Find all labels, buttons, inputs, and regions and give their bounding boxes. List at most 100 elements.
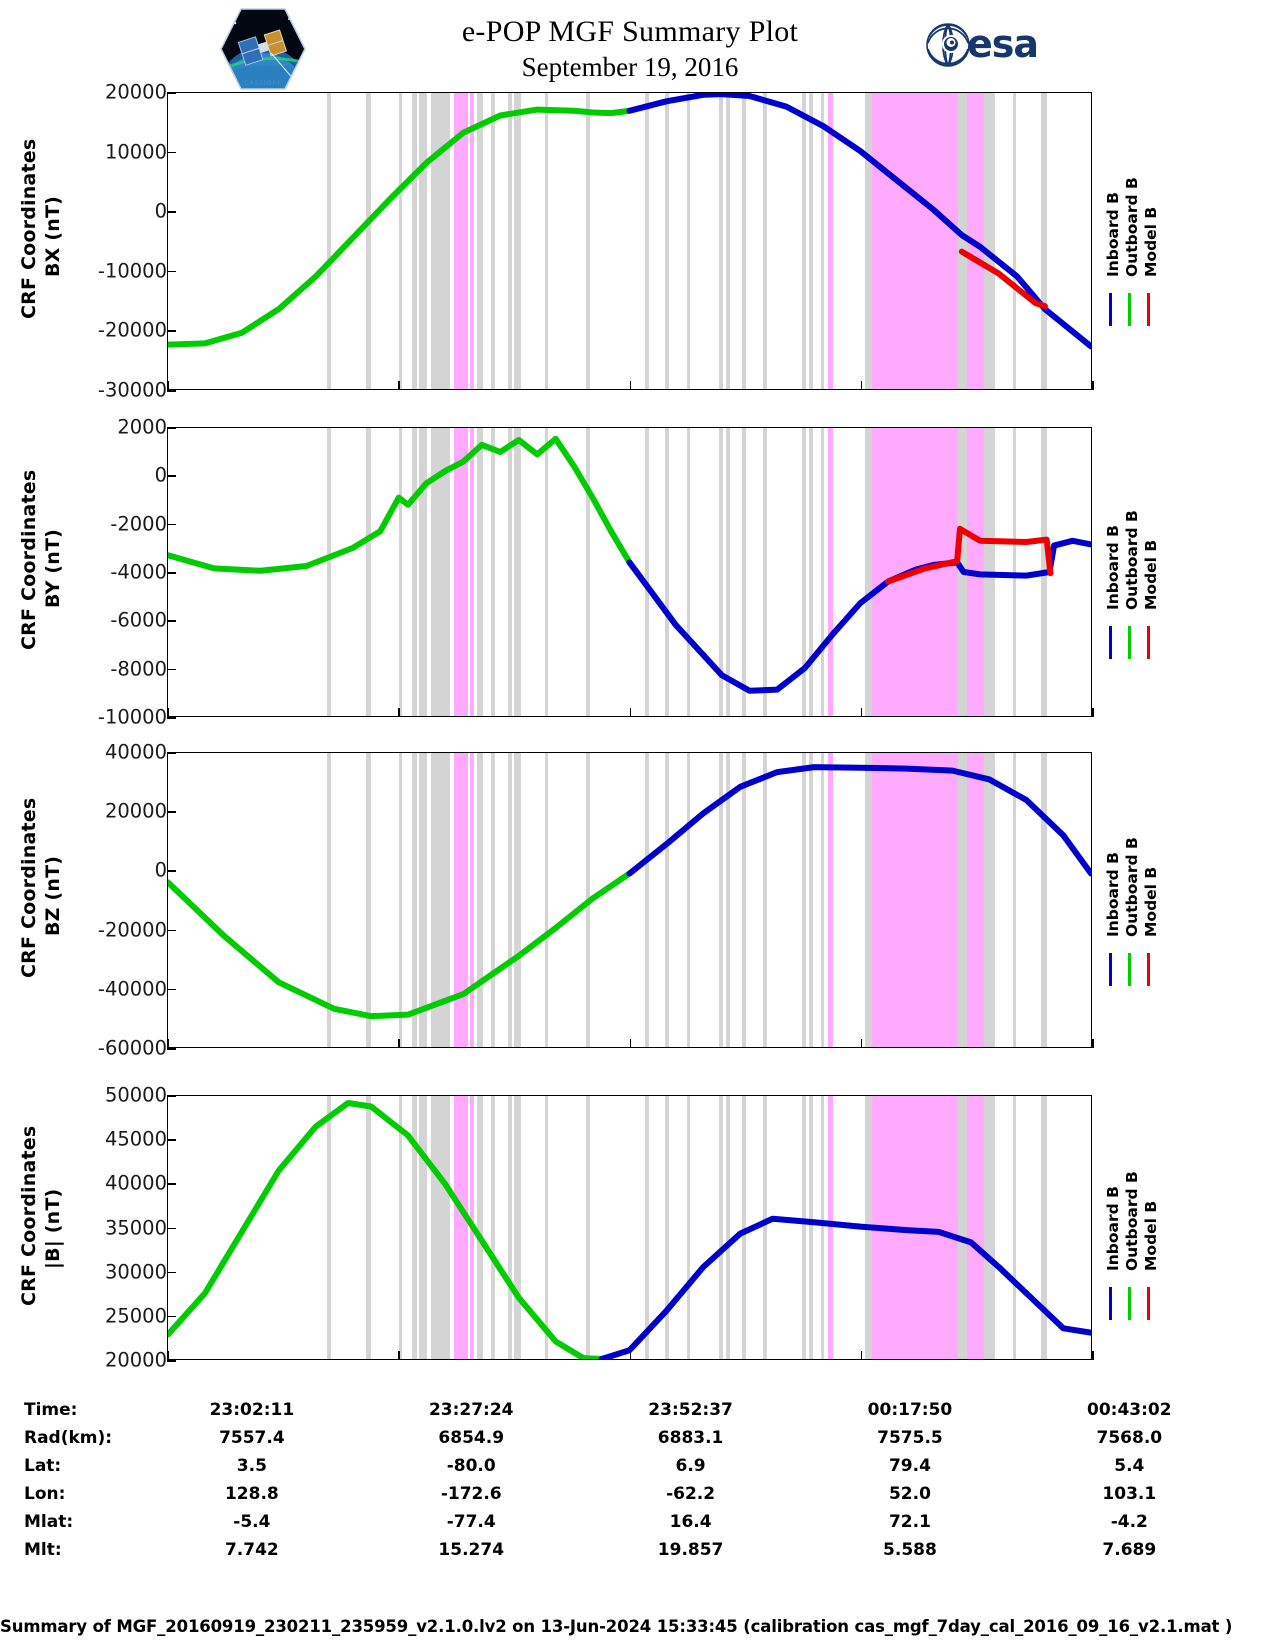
shaded-band-gray [809,428,814,716]
shaded-band-gray [419,1096,428,1359]
shaded-band-pink [827,753,833,1047]
plot-area [168,428,1091,716]
legend-color-swatch [1109,1286,1112,1320]
legend-label: Outboard B [1123,510,1141,610]
y-tick-mark [167,572,176,574]
shaded-band-gray [686,93,691,389]
y-axis-label: CRF Coordinates [18,1125,40,1306]
y-tick-mark [167,1048,176,1050]
y-tick-label: -8000 [110,657,167,681]
shaded-band-gray [742,428,746,716]
table-cell: 6.9 [675,1456,706,1476]
data-curves [168,93,1091,389]
y-axis-label: BY (nT) [42,529,64,609]
title-sub-line: September 19, 2016 [521,52,739,82]
y-tick-mark [167,390,176,392]
legend-color-swatch [1109,952,1112,986]
x-tick-mark [398,708,400,717]
shaded-band-gray [802,428,806,716]
y-tick-label: -2000 [110,512,167,536]
y-tick-label: 2000 [117,415,167,439]
shaded-band-gray [802,753,806,1047]
shaded-band-gray [763,753,768,1047]
y-tick-marks [167,427,179,719]
shaded-band-gray [586,428,590,716]
shaded-band-gray [1041,93,1047,389]
shaded-band-gray [686,428,691,716]
x-tick-marks [167,1351,1094,1361]
plot-panel-bz [167,752,1092,1048]
x-tick-mark [860,1039,863,1048]
legend: Inboard B Outboard B Model B [1104,837,1196,1019]
table-cell: 3.5 [236,1456,267,1476]
shaded-band-gray [719,753,723,1047]
shaded-band-gray [719,428,723,716]
table-cell: 23:27:24 [428,1400,514,1420]
table-cell: 16.4 [669,1512,712,1532]
table-cell: -77.4 [446,1512,496,1532]
legend-label: Inboard B [1104,851,1122,937]
y-tick-label: -20000 [97,318,167,342]
shaded-band-gray [366,1096,372,1359]
shaded-band-gray [686,753,691,1047]
shaded-band-gray [763,93,768,389]
shaded-band-gray [809,753,814,1047]
shaded-band-gray [665,428,670,716]
shaded-band-gray [1012,753,1017,1047]
y-tick-label: 0 [154,858,167,882]
table-row-label: Lon: [24,1484,66,1504]
shaded-band-gray [507,1096,513,1359]
x-tick-mark [167,1351,169,1360]
series-outboard-b [168,110,630,345]
y-tick-label: 10000 [104,140,167,164]
x-tick-mark [629,708,632,717]
shaded-band-pink [454,753,468,1047]
y-tick-label: 20000 [104,80,167,104]
shaded-band-gray [983,1096,995,1359]
shaded-band-gray [686,1096,691,1359]
shaded-band-pink [967,753,984,1047]
shaded-band-gray [809,1096,814,1359]
shaded-band-gray [431,1096,450,1359]
shaded-band-gray [431,753,450,1047]
shaded-band-pink [872,753,907,1047]
y-tick-mark [167,151,176,154]
page-header: CASSIOPE e-POP MGF Summary Plot Septembe… [0,0,1275,92]
shaded-band-gray [544,93,549,389]
shaded-band-pink [469,93,475,389]
y-tick-label: -6000 [110,608,167,632]
y-tick-label: 50000 [104,1083,167,1107]
x-tick-mark [860,1351,863,1360]
x-tick-mark [398,1039,400,1048]
x-tick-mark [167,708,169,717]
y-tick-label: 0 [154,463,167,487]
y-tick-mark [167,92,176,94]
shaded-band-gray [507,428,513,716]
shaded-band-gray [398,93,403,389]
table-cell: 5.4 [1114,1456,1145,1476]
legend-label: Inboard B [1104,1185,1122,1271]
y-tick-label: 45000 [104,1127,167,1151]
shaded-band-gray [507,753,513,1047]
shaded-band-gray [398,428,403,716]
shaded-band-gray [431,93,450,389]
y-axis-ticks: 40000 20000 0 -20000 -40000 -60000 [47,741,167,1060]
shaded-band-gray [726,753,731,1047]
shaded-band-gray [326,93,332,389]
table-cell: -80.0 [446,1456,496,1476]
table-row: Mlt: 7.742 15.274 19.857 5.588 7.689 [24,1536,1239,1564]
shaded-band-pink [454,428,468,716]
shaded-band-gray [514,753,521,1047]
table-cell: 7568.0 [1096,1428,1163,1448]
shaded-band-gray [419,93,428,389]
legend-label: Outboard B [1123,177,1141,278]
shaded-band-gray [326,753,332,1047]
shaded-band-gray [477,93,483,389]
series-model-b [962,252,1045,306]
table-cell: 72.1 [888,1512,931,1532]
plot-area [168,93,1091,389]
shaded-band-gray [431,428,450,716]
table-cell: 5.588 [883,1540,937,1560]
shaded-band-gray [726,428,731,716]
x-tick-mark [629,1351,632,1360]
